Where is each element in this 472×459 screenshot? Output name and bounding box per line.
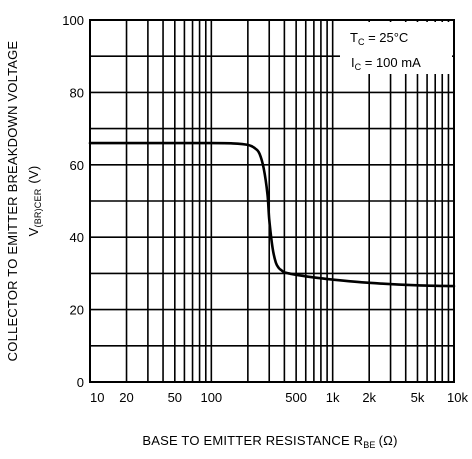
x-tick-label: 10k	[447, 390, 468, 405]
x-tick-label: 100	[200, 390, 222, 405]
annotation-background	[340, 22, 452, 74]
x-tick-label: 20	[119, 390, 133, 405]
series-line	[88, 141, 456, 288]
y-axis-title-line1: COLLECTOR TO EMITTER BREAKDOWN VOLTAGE	[5, 41, 20, 362]
y-axis-title-line2: V(BR)CER(V)	[26, 166, 43, 237]
x-tick-label: 10	[90, 390, 104, 405]
x-axis-title: BASE TO EMITTER RESISTANCE RBE (Ω)	[142, 433, 397, 450]
y-tick-label: 20	[70, 303, 84, 318]
x-tick-label: 500	[285, 390, 307, 405]
annotation-temperature: TC = 25°C	[350, 30, 408, 47]
y-tick-label: 60	[70, 158, 84, 173]
y-tick-label: 100	[62, 13, 84, 28]
x-tick-label: 5k	[411, 390, 425, 405]
x-tick-label: 50	[168, 390, 182, 405]
annotation-current: IC = 100 mA	[351, 55, 421, 72]
x-tick-label: 1k	[326, 390, 340, 405]
plot-frame	[89, 19, 455, 383]
x-tick-label: 2k	[362, 390, 376, 405]
y-tick-label: 40	[70, 230, 84, 245]
y-tick-label: 80	[70, 85, 84, 100]
y-tick-labels: 0 20 40 60 80 100	[62, 13, 84, 390]
x-tick-labels: 10 20 50 100 500 1k 2k 5k 10k	[90, 390, 468, 405]
y-tick-label: 0	[77, 375, 84, 390]
grid	[90, 20, 454, 382]
